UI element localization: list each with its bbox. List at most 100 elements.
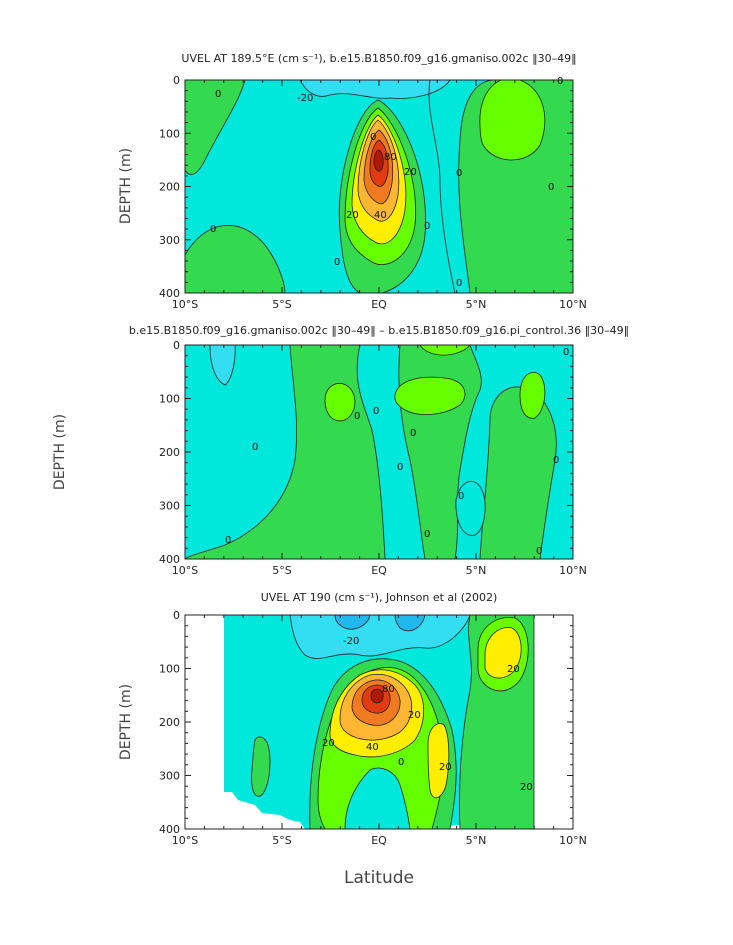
- y-tick-label: 200: [159, 716, 180, 729]
- panel-1-clabel: 0: [456, 278, 462, 289]
- y-tick-label: 400: [159, 823, 180, 836]
- panel-3-east-yellow: [484, 627, 522, 679]
- y-tick-label: 0: [173, 609, 180, 622]
- panel-3-clabel: 20: [507, 664, 520, 675]
- y-tick-label: 400: [159, 553, 180, 566]
- x-tick-label: 10°N: [559, 834, 587, 847]
- x-tick-label: 5°N: [466, 564, 487, 577]
- panel-2-bright-1: [324, 383, 356, 422]
- y-tick-label: 0: [173, 74, 180, 87]
- panel-2-ylabel: DEPTH (m): [52, 414, 68, 490]
- panel-1-clabel: 20: [346, 210, 359, 221]
- panel-3-clabel: 20: [322, 738, 335, 749]
- y-tick-label: 0: [173, 339, 180, 352]
- panel-1-clabel: 0: [424, 221, 430, 232]
- panel-3-surface-lightcyan: [289, 615, 471, 659]
- x-tick-label: EQ: [371, 298, 387, 311]
- x-tick-label: 10°S: [172, 298, 198, 311]
- panel-1-contour-labels: -20 0 20 40 0 80 20 0 0 0 0 0 0 0: [210, 76, 563, 289]
- panel-1-clabel: 0: [557, 76, 563, 87]
- x-tick-label: 5°S: [272, 298, 291, 311]
- y-tick-label: 100: [159, 127, 180, 140]
- x-axis-label: Latitude: [344, 868, 414, 888]
- panel-2-axes: 10°S 5°S EQ 5°N 10°N 0 100 200 300 400: [159, 339, 587, 577]
- panel-1-title: UVEL AT 189.5°E (cm s⁻¹), b.e15.B1850.f0…: [181, 52, 576, 65]
- x-tick-label: 5°N: [466, 834, 487, 847]
- panel-2-bright-2: [394, 376, 466, 415]
- y-tick-label: 300: [159, 770, 180, 783]
- x-tick-label: 10°N: [559, 564, 587, 577]
- panel-2-west-lightcyan: [209, 345, 236, 386]
- x-tick-label: 10°S: [172, 834, 198, 847]
- panel-3-clabel: -20: [343, 636, 359, 647]
- panel-3-surface-blue-2: [394, 615, 426, 632]
- panel-2-center-cyan: [356, 345, 426, 559]
- panel-1-field: [185, 80, 573, 293]
- y-tick-label: 300: [159, 234, 180, 247]
- panel-2-title: b.e15.B1850.f09_g16.gmaniso.002c ‖30–49‖…: [129, 324, 629, 337]
- panel-1-clabel: 0: [215, 89, 221, 100]
- panel-2-bright-4: [419, 345, 471, 356]
- panel-1: UVEL AT 189.5°E (cm s⁻¹), b.e15.B1850.f0…: [118, 52, 587, 311]
- x-tick-label: 5°S: [272, 564, 291, 577]
- panel-1-east-bright: [479, 80, 546, 161]
- panel-3: UVEL AT 190 (cm s⁻¹), Johnson et al (200…: [118, 591, 587, 847]
- panel-2-clabel: 0: [373, 406, 379, 417]
- panel-1-clabel: 20: [404, 167, 417, 178]
- panel-2-clabel: 0: [397, 462, 403, 473]
- panel-3-surface-blue: [334, 615, 371, 630]
- panel-2-field: [185, 345, 573, 559]
- panel-3-clabel: 0: [398, 757, 404, 768]
- panel-1-east-contour: [428, 80, 456, 293]
- panel-1-euc-90: [373, 149, 384, 172]
- panel-1-clabel: 0: [210, 224, 216, 235]
- x-tick-label: EQ: [371, 834, 387, 847]
- y-tick-label: 100: [159, 393, 180, 406]
- x-tick-label: EQ: [371, 564, 387, 577]
- panel-1-clabel: 40: [374, 210, 387, 221]
- panel-3-title: UVEL AT 190 (cm s⁻¹), Johnson et al (200…: [261, 591, 498, 604]
- panel-2-east-cyan-pocket: [455, 480, 486, 536]
- panel-3-clabel: 20: [408, 710, 421, 721]
- panel-3-contour-labels: -20 40 20 20 20 80 20 20 0: [322, 636, 533, 793]
- panel-1-clabel: 0: [548, 182, 554, 193]
- panel-3-euc-90: [370, 688, 384, 704]
- panel-1-clabel: 0: [370, 132, 376, 143]
- panel-2-contour-labels: 0 0 0 0 0 0 0 0 0 0 0: [225, 347, 569, 557]
- panel-2-clabel: 0: [410, 428, 416, 439]
- panel-1-west-green: [185, 80, 246, 175]
- y-tick-label: 200: [159, 446, 180, 459]
- panel-3-field: [224, 615, 535, 829]
- panel-3-clabel: 20: [439, 762, 452, 773]
- panel-2-clabel: 0: [553, 455, 559, 466]
- x-tick-label: 5°S: [272, 834, 291, 847]
- panel-1-ylabel: DEPTH (m): [118, 148, 134, 224]
- x-tick-label: 5°N: [466, 298, 487, 311]
- panel-2-clabel: 0: [458, 491, 464, 502]
- panel-2-clabel: 0: [536, 546, 542, 557]
- x-tick-label: 10°S: [172, 564, 198, 577]
- panel-2-clabel: 0: [354, 411, 360, 422]
- panel-1-clabel: -20: [297, 93, 313, 104]
- panel-2-clabel: 0: [424, 529, 430, 540]
- panel-2-clabel: 0: [252, 442, 258, 453]
- x-tick-label: 10°N: [559, 298, 587, 311]
- panel-1-clabel: 80: [384, 152, 397, 163]
- panel-1-clabel: 0: [334, 257, 340, 268]
- panel-3-clabel: 40: [366, 742, 379, 753]
- panel-2-west-cyan: [185, 345, 297, 559]
- panel-1-clabel: 0: [456, 168, 462, 179]
- panel-3-center-cyan: [344, 767, 411, 829]
- panel-1-sw-green: [185, 224, 286, 293]
- panel-3-sw-green: [251, 736, 271, 797]
- panel-3-south-yellow: [427, 723, 450, 799]
- panel-2-bright-3: [519, 371, 546, 419]
- panel-2-clabel: 0: [563, 347, 569, 358]
- panel-1-surface-westward: [299, 80, 451, 99]
- y-tick-label: 400: [159, 287, 180, 300]
- panel-3-clabel: 80: [382, 684, 395, 695]
- panel-3-ylabel: DEPTH (m): [118, 684, 134, 760]
